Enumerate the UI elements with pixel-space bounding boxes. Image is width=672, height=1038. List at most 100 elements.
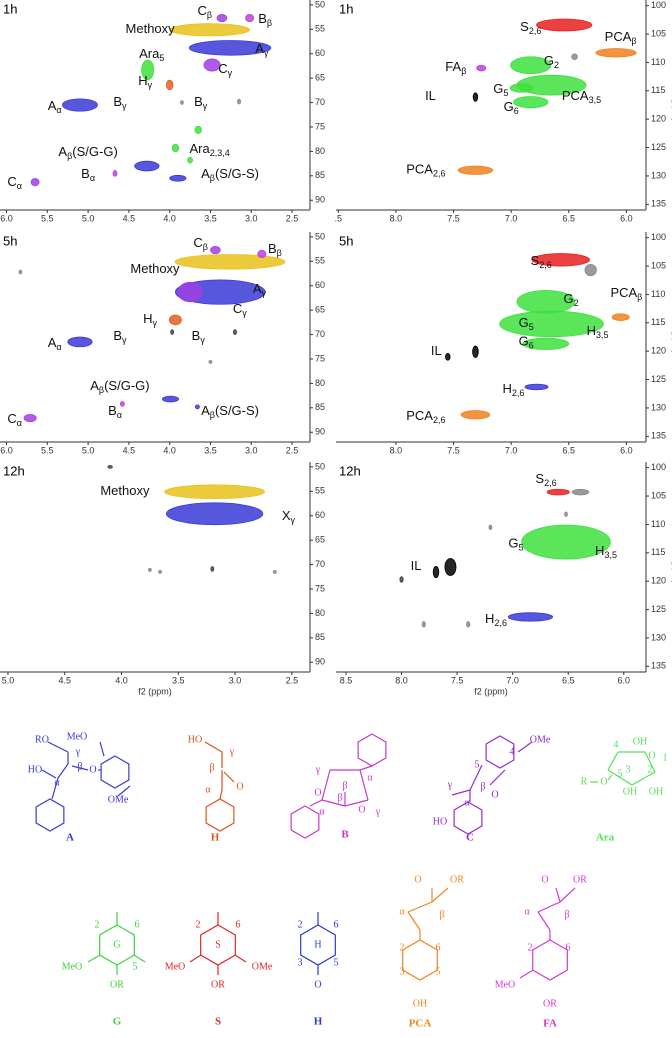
bond <box>223 771 235 783</box>
atom-label: 2 <box>400 942 405 953</box>
y-tick-label: 90 <box>315 195 325 205</box>
x-tick-label: 6.0 <box>620 213 633 223</box>
y-tick-label: 85 <box>315 632 325 642</box>
peak-label: Cβ <box>197 4 212 21</box>
panel-label: 1h <box>339 1 353 16</box>
atom-label: γ <box>75 746 81 757</box>
atom-label: OR <box>110 979 124 990</box>
y-tick-label: 75 <box>315 583 325 593</box>
peak-label: Cγ <box>233 302 247 319</box>
structure: 2 6H3 5OH <box>298 912 339 1028</box>
label-sub: β <box>277 248 282 258</box>
label-base: X <box>282 509 291 524</box>
label-sub: α <box>56 342 61 352</box>
atom-label: 2 <box>298 919 303 930</box>
atom-label: β <box>342 780 347 791</box>
structure-name: B <box>341 829 349 841</box>
label-sub: β <box>203 243 208 253</box>
panel-label: 1h <box>3 1 17 16</box>
label-tail: (S/G-G) <box>104 378 150 393</box>
bond <box>234 954 247 963</box>
peak <box>166 79 174 91</box>
label-base: G <box>519 334 529 349</box>
peak-label: Ara5 <box>139 47 164 64</box>
atom-label: α <box>54 777 60 788</box>
y-tick-label: 135 <box>651 431 666 441</box>
peak-label: G2 <box>564 292 579 309</box>
label-base: H <box>587 323 596 338</box>
bond <box>517 741 533 753</box>
structure: O OR α β 2 6 3 5 OH PCA <box>399 874 464 1029</box>
peak-label: Hγ <box>138 73 152 90</box>
label-tail: (S/G-S) <box>215 166 259 181</box>
label-base: IL <box>425 88 436 103</box>
atom-label: OMe <box>530 734 551 745</box>
peak <box>257 249 267 259</box>
atom-label: 3 <box>400 966 405 977</box>
x-tick-label: 8.0 <box>395 675 408 685</box>
atom-label: O <box>491 789 498 800</box>
peak <box>119 401 125 407</box>
y-tick-label: 115 <box>651 547 665 557</box>
label-sub: β <box>210 411 215 421</box>
peak <box>445 353 451 361</box>
peak-label: G2 <box>544 53 559 70</box>
peak <box>134 160 160 172</box>
label-sub: γ <box>122 335 127 345</box>
peak <box>107 464 113 469</box>
bond <box>133 954 146 963</box>
x-tick-label: 3.0 <box>245 213 258 223</box>
atom-label: 5 <box>133 961 138 972</box>
label-sub: 2,6 <box>494 618 507 628</box>
peak <box>524 383 549 391</box>
structure-name: H <box>314 1016 323 1028</box>
peak <box>67 336 93 348</box>
label-sub: 2,3,4 <box>210 148 230 158</box>
peak-label: H2,6 <box>485 611 507 628</box>
x-tick-label: 4.0 <box>115 675 128 685</box>
atom-label: OH <box>649 786 663 797</box>
bond <box>219 789 223 800</box>
atom-label: 6 <box>436 942 441 953</box>
structure-name: PCA <box>409 1018 432 1030</box>
bond <box>359 769 369 801</box>
x-tick-label: 5.0 <box>2 675 15 685</box>
label-sub: α <box>17 418 22 428</box>
peak-label: PCA2,6 <box>406 162 445 179</box>
x-tick-label: 4.0 <box>163 213 176 223</box>
label-sub: β <box>461 66 466 76</box>
atom-label: OR <box>211 979 225 990</box>
panel: 8.0 7.5 7.0 6.5 6.0 100 105 110 115 120 125 130 135 5… <box>336 232 672 455</box>
y-tick-label: 110 <box>651 519 665 529</box>
y-tick-label: 70 <box>315 329 325 339</box>
bond <box>407 901 433 913</box>
peak-label: Bγ <box>192 328 206 345</box>
label-sub: β <box>267 18 272 28</box>
peak-label: Hγ <box>143 311 157 328</box>
label-base: A <box>253 282 262 297</box>
peak <box>194 404 200 410</box>
peak <box>147 568 152 572</box>
atom-label: O <box>314 787 321 798</box>
label-sub: 3,5 <box>589 95 602 105</box>
peak-label: S2,6 <box>520 19 541 36</box>
peak <box>158 569 163 574</box>
label-base: B <box>81 166 90 181</box>
peak-label: Bβ <box>258 11 272 28</box>
peak <box>168 314 182 326</box>
label-sub: 2,6 <box>512 388 525 398</box>
atom-label: O <box>89 764 96 775</box>
label-base: G <box>519 315 529 330</box>
atom-label: γ <box>447 779 453 790</box>
peak <box>399 576 404 583</box>
peak-label: PCA3,5 <box>562 88 601 105</box>
label-sub: β <box>210 173 215 183</box>
panel: 5.0 4.5 4.0 3.5 3.0 2.5 50 55 60 65 70 75 80 85 90 12h f… <box>0 461 325 696</box>
bond <box>344 799 369 807</box>
peak-label: G5 <box>508 536 523 553</box>
bond <box>321 799 346 807</box>
label-sub: β <box>99 385 104 395</box>
y-tick-label: 120 <box>651 576 666 586</box>
y-tick-label: 80 <box>315 608 325 618</box>
